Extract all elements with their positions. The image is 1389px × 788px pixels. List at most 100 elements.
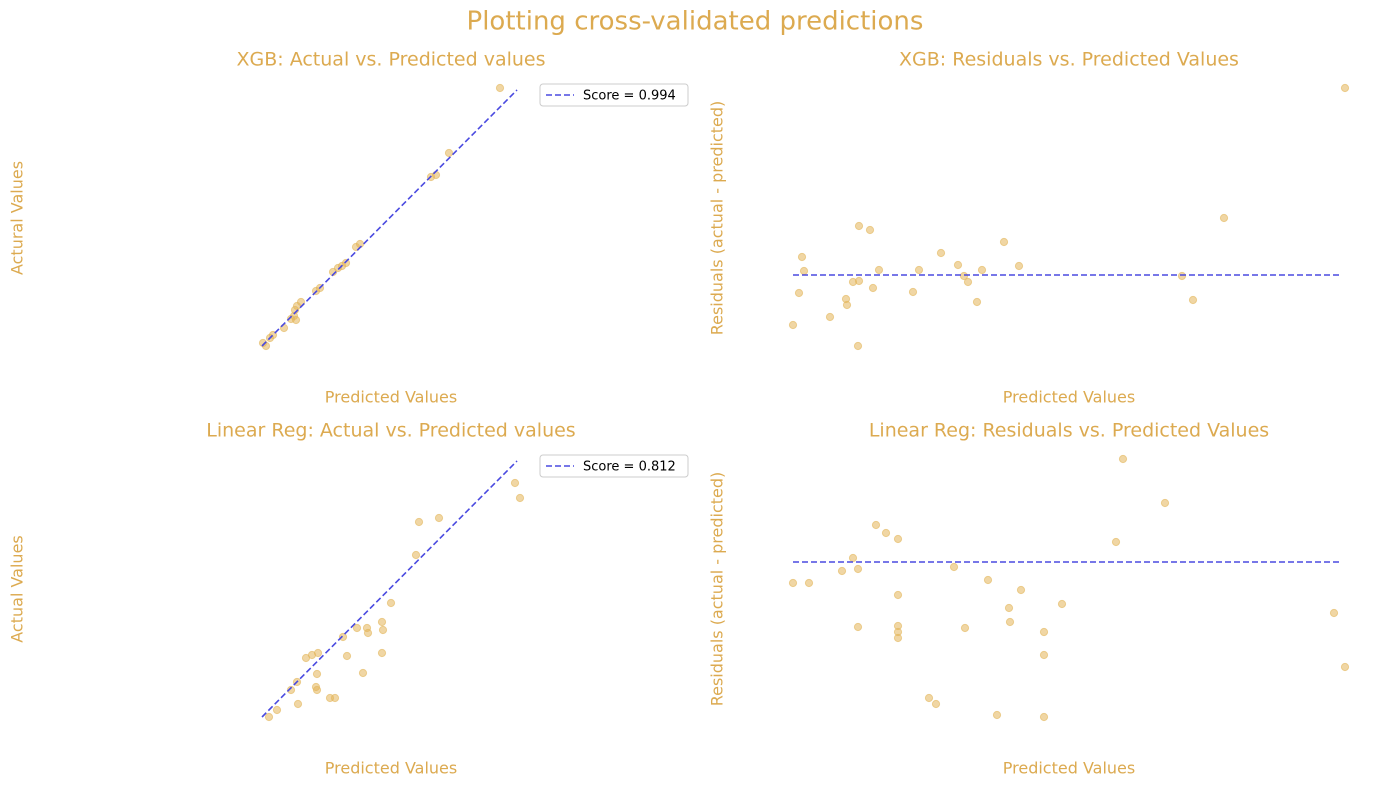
- reference-line: [261, 89, 518, 347]
- scatter-point: [794, 288, 804, 298]
- x-axis-label: Predicted Values: [325, 759, 457, 778]
- scatter-point: [788, 320, 798, 330]
- scatter-point: [1016, 585, 1026, 595]
- y-axis-label: Actual Values: [8, 535, 27, 642]
- scatter-point: [853, 341, 863, 351]
- scatter-point: [871, 520, 881, 530]
- legend-box: [539, 454, 689, 478]
- scatter-point: [797, 252, 807, 262]
- scatter-point: [411, 550, 421, 560]
- scatter-point: [799, 266, 809, 276]
- legend-label: Score = 0.812: [583, 460, 676, 475]
- y-axis-label: Residuals (actual - predicted): [708, 472, 727, 707]
- subplot-title: Linear Reg: Actual vs. Predicted values: [206, 420, 575, 442]
- scatter-point: [1005, 617, 1015, 627]
- scatter-point: [495, 83, 505, 93]
- scatter-point: [377, 617, 387, 627]
- scatter-point: [515, 493, 525, 503]
- scatter-point: [853, 622, 863, 632]
- scatter-point: [992, 710, 1002, 720]
- scatter-point: [853, 564, 863, 574]
- scatter-point: [301, 653, 311, 663]
- scatter-point: [1057, 599, 1067, 609]
- scatter-point: [908, 287, 918, 297]
- scatter-point: [959, 271, 969, 281]
- scatter-point: [358, 668, 368, 678]
- scatter-point: [983, 575, 993, 585]
- scatter-point: [868, 283, 878, 293]
- scatter-point: [972, 297, 982, 307]
- scatter-point: [804, 578, 814, 588]
- scatter-point: [874, 265, 884, 275]
- scatter-point: [931, 699, 941, 709]
- subplot-title: Linear Reg: Residuals vs. Predicted Valu…: [869, 420, 1269, 442]
- scatter-point: [1219, 213, 1229, 223]
- scatter-point: [924, 693, 934, 703]
- scatter-point: [434, 513, 444, 523]
- scatter-point: [330, 693, 340, 703]
- scatter-point: [865, 225, 875, 235]
- y-axis-label: Actural Values: [8, 161, 27, 275]
- scatter-point: [1340, 83, 1350, 93]
- scatter-point: [293, 699, 303, 709]
- scatter-point: [977, 265, 987, 275]
- y-axis-label: Residuals (actual - predicted): [708, 101, 727, 336]
- scatter-point: [510, 478, 520, 488]
- scatter-point: [1004, 603, 1014, 613]
- scatter-point: [842, 300, 852, 310]
- scatter-point: [1111, 537, 1121, 547]
- scatter-point: [272, 705, 282, 715]
- scatter-point: [378, 625, 388, 635]
- scatter-point: [837, 566, 847, 576]
- scatter-point: [854, 276, 864, 286]
- figure-title: Plotting cross-validated predictions: [467, 7, 924, 37]
- scatter-point: [953, 260, 963, 270]
- scatter-point: [363, 628, 373, 638]
- scatter-point: [1329, 608, 1339, 618]
- scatter-point: [386, 598, 396, 608]
- scatter-point: [825, 312, 835, 322]
- scatter-point: [788, 578, 798, 588]
- scatter-point: [999, 237, 1009, 247]
- scatter-point: [893, 633, 903, 643]
- scatter-point: [881, 528, 891, 538]
- scatter-point: [352, 623, 362, 633]
- scatter-point: [338, 632, 348, 642]
- scatter-point: [960, 623, 970, 633]
- scatter-point: [414, 517, 424, 527]
- scatter-point: [312, 685, 322, 695]
- scatter-point: [342, 651, 352, 661]
- reference-line: [261, 460, 518, 718]
- scatter-point: [1039, 650, 1049, 660]
- scatter-point: [963, 277, 973, 287]
- scatter-point: [1188, 295, 1198, 305]
- scatter-point: [848, 553, 858, 563]
- subplot-title: XGB: Residuals vs. Predicted Values: [899, 49, 1239, 71]
- scatter-point: [291, 315, 301, 325]
- scatter-point: [936, 248, 946, 258]
- scatter-point: [949, 562, 959, 572]
- scatter-point: [1014, 261, 1024, 271]
- scatter-point: [377, 648, 387, 658]
- scatter-point: [893, 534, 903, 544]
- scatter-point: [1160, 498, 1170, 508]
- x-axis-label: Predicted Values: [1003, 759, 1135, 778]
- scatter-point: [893, 590, 903, 600]
- scatter-point: [286, 685, 296, 695]
- scatter-point: [312, 669, 322, 679]
- scatter-point: [258, 338, 268, 348]
- scatter-point: [264, 712, 274, 722]
- x-axis-label: Predicted Values: [325, 388, 457, 407]
- scatter-point: [1177, 271, 1187, 281]
- legend-box: [539, 83, 689, 107]
- scatter-point: [1039, 627, 1049, 637]
- scatter-point: [444, 148, 454, 158]
- scatter-point: [854, 221, 864, 231]
- scatter-point: [1340, 662, 1350, 672]
- subplot-title: XGB: Actual vs. Predicted values: [236, 49, 545, 71]
- scatter-point: [914, 265, 924, 275]
- legend-label: Score = 0.994: [583, 89, 676, 104]
- x-axis-label: Predicted Values: [1003, 388, 1135, 407]
- scatter-point: [1118, 454, 1128, 464]
